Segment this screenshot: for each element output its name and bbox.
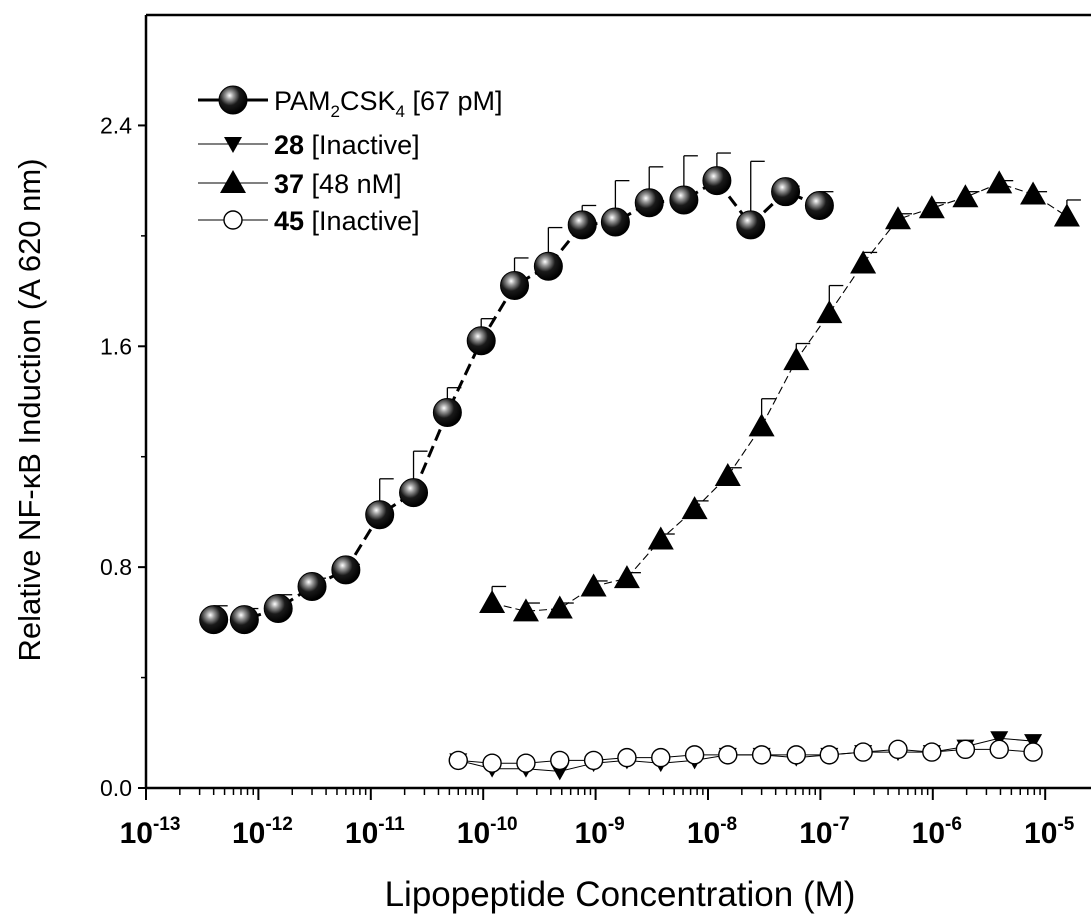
x-tick-label: 10-5 [1024, 814, 1075, 850]
data-point-c45 [888, 739, 908, 760]
legend-marker-pam [218, 85, 248, 115]
data-point-c28 [1024, 734, 1043, 751]
data-point-c45 [1023, 742, 1043, 762]
data-point-c37 [1020, 181, 1047, 205]
legend-label-pam: PAM2CSK4 [67 pM] [274, 86, 503, 121]
data-point-pam [399, 478, 429, 508]
data-point-c45 [955, 739, 976, 760]
data-point-pam [432, 398, 462, 428]
data-point-c45 [617, 747, 637, 768]
x-tick-label: 10-10 [457, 814, 518, 850]
data-point-pam [804, 190, 834, 220]
data-point-pam [567, 210, 597, 240]
data-point-c37 [647, 526, 674, 550]
data-point-c37 [1053, 203, 1080, 227]
data-point-pam [500, 271, 530, 301]
legend: PAM2CSK4 [67 pM] 28 [Inactive] 37 [48 nM] 4… [198, 85, 503, 236]
data-point-c45 [550, 750, 570, 771]
x-tick-label: 10-7 [799, 814, 849, 850]
data-point-c28 [990, 731, 1009, 748]
data-point-pam [771, 177, 801, 207]
legend-marker-c45 [223, 210, 243, 230]
x-tick-label: 10-9 [574, 814, 624, 850]
data-point-pam [297, 571, 327, 601]
data-point-pam [634, 188, 664, 218]
data-point-pam [669, 185, 699, 215]
data-point-c37 [748, 413, 775, 437]
data-point-pam [263, 594, 293, 624]
series-c28 [449, 731, 1043, 781]
data-point-c37 [546, 595, 573, 619]
data-point-pam [736, 210, 766, 240]
data-point-c37 [816, 300, 843, 324]
y-tick-label: 0.8 [100, 554, 132, 580]
data-point-c45 [448, 750, 468, 771]
data-point-c45 [718, 745, 738, 765]
data-point-c37 [512, 598, 539, 622]
data-point-pam [533, 251, 563, 281]
y-tick-label: 2.4 [100, 112, 132, 138]
x-tick-label: 10-13 [120, 814, 181, 850]
data-point-c45 [583, 750, 604, 771]
data-point-c37 [918, 195, 945, 219]
legend-label-c37: 37 [48 nM] [274, 169, 402, 199]
x-tick-label: 10-6 [912, 814, 962, 850]
series-line-c45 [458, 748, 1034, 764]
y-tick-label: 0.0 [100, 775, 132, 801]
series-c37 [479, 170, 1081, 622]
data-point-c37 [884, 206, 911, 230]
data-point-c37 [714, 463, 741, 487]
data-point-c45 [922, 742, 942, 762]
data-point-c45 [684, 745, 705, 765]
data-point-c37 [850, 250, 877, 274]
data-point-c37 [479, 590, 506, 614]
data-point-pam [229, 605, 259, 635]
data-point-pam [702, 166, 732, 196]
data-point-c37 [986, 170, 1013, 194]
data-point-c45 [853, 742, 873, 762]
series-layer [199, 152, 1081, 781]
data-point-c45 [516, 753, 536, 773]
data-point-pam [600, 207, 630, 237]
x-tick-label: 10-8 [687, 814, 737, 850]
series-line-pam [213, 178, 820, 622]
series-pam [199, 152, 834, 635]
axes: 0.0 0.8 1.6 2.4 10-13 10-12 10-11 10-10 10-9 10-8… [100, 13, 1091, 850]
data-point-c45 [751, 745, 772, 765]
data-point-c45 [651, 747, 671, 768]
data-point-c45 [819, 745, 839, 765]
data-point-c37 [681, 496, 708, 520]
data-point-c37 [580, 573, 607, 597]
data-point-c45 [786, 745, 806, 765]
x-tick-label: 10-11 [345, 814, 405, 850]
legend-marker-c28 [224, 137, 242, 153]
data-point-c45 [989, 739, 1009, 760]
legend-label-c45: 45 [Inactive] [274, 206, 420, 236]
data-point-c37 [783, 347, 810, 371]
data-point-pam [331, 555, 361, 585]
x-axis-title: Lipopeptide Concentration (M) [385, 875, 856, 914]
series-line-c37 [491, 182, 1068, 612]
data-point-c37 [613, 565, 640, 589]
y-tick-label: 1.6 [100, 333, 132, 359]
x-tick-label: 10-12 [232, 814, 293, 850]
data-point-c37 [952, 184, 979, 208]
legend-label-c28: 28 [Inactive] [274, 130, 420, 160]
data-point-pam [466, 326, 496, 356]
series-c45 [448, 739, 1043, 773]
data-point-c45 [482, 753, 502, 773]
data-point-pam [365, 500, 395, 530]
y-axis-title: Relative NF-κB Induction (A 620 nm) [12, 158, 47, 661]
data-point-pam [199, 605, 229, 635]
legend-marker-c37 [220, 170, 246, 193]
